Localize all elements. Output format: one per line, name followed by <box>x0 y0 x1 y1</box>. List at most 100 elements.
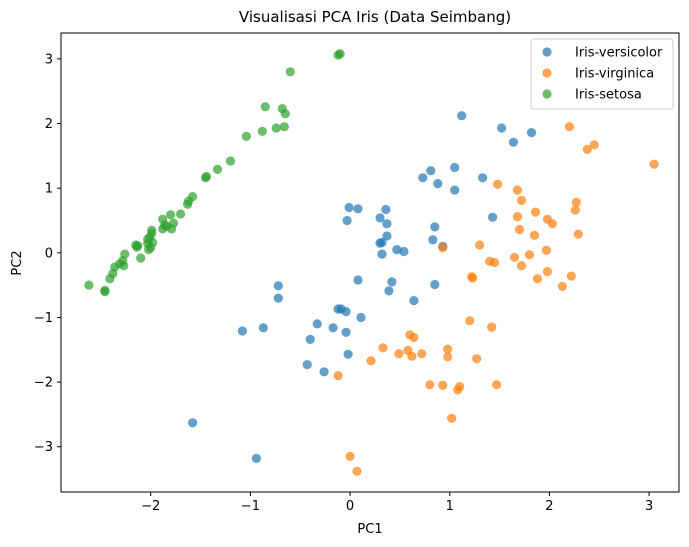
data-point <box>526 128 537 138</box>
data-point <box>399 246 409 257</box>
data-point <box>547 219 558 229</box>
data-point <box>516 195 527 205</box>
data-point <box>341 327 351 337</box>
data-point <box>571 197 581 207</box>
data-point <box>257 126 267 136</box>
data-point <box>649 159 659 169</box>
data-point <box>160 220 170 230</box>
data-point <box>319 367 329 377</box>
y-tick-label: 2 <box>45 117 53 132</box>
data-point <box>573 229 583 239</box>
data-point <box>280 109 290 119</box>
data-point <box>366 356 376 366</box>
data-point <box>532 274 543 284</box>
data-point <box>438 380 448 390</box>
legend-marker <box>542 47 552 57</box>
data-point <box>589 140 599 150</box>
data-point <box>302 360 312 370</box>
data-point <box>564 122 575 132</box>
data-point <box>450 162 460 173</box>
data-point <box>409 332 419 343</box>
data-point <box>516 261 527 271</box>
data-point <box>382 231 392 241</box>
data-point <box>453 385 463 395</box>
data-point <box>430 279 440 290</box>
data-point <box>136 253 146 263</box>
data-point <box>530 207 541 217</box>
plot-frame <box>60 32 680 493</box>
data-point <box>430 222 440 232</box>
points-layer <box>84 49 659 476</box>
data-point <box>200 173 211 183</box>
y-tick-label: 1 <box>45 182 53 197</box>
y-tick-label: −2 <box>34 376 53 391</box>
data-point <box>497 123 507 133</box>
data-point <box>251 453 261 463</box>
data-point <box>328 323 338 333</box>
data-point <box>119 261 129 271</box>
data-point <box>225 156 236 166</box>
data-point <box>488 212 498 222</box>
data-point <box>344 202 354 213</box>
data-point <box>305 334 315 344</box>
data-point <box>188 418 198 428</box>
data-point <box>443 344 453 354</box>
data-point <box>167 224 177 234</box>
data-point <box>468 273 478 283</box>
data-point <box>333 371 343 381</box>
y-tick-label: 3 <box>45 52 53 67</box>
x-tick-label: 2 <box>545 499 553 514</box>
x-tick-label: −2 <box>141 499 160 514</box>
chart-title: Visualisasi PCA Iris (Data Seimbang) <box>239 8 511 26</box>
legend-label: Iris-setosa <box>575 88 642 103</box>
data-point <box>425 380 435 390</box>
data-point <box>570 205 580 215</box>
data-point <box>514 224 525 235</box>
data-point <box>352 466 362 476</box>
data-point <box>84 280 94 290</box>
data-point <box>341 307 351 317</box>
data-point <box>443 352 453 362</box>
legend-items: Iris-versicolor Iris-virginica Iris-setosa <box>542 46 663 103</box>
data-point <box>493 179 503 189</box>
data-point <box>418 173 428 183</box>
data-point <box>176 209 186 219</box>
legend-label: Iris-versicolor <box>575 46 663 61</box>
data-point <box>542 267 553 277</box>
data-point <box>524 250 535 260</box>
data-point <box>465 316 475 326</box>
x-tick-label: 1 <box>446 499 454 514</box>
data-point <box>472 354 482 364</box>
data-point <box>333 304 343 314</box>
data-point <box>183 199 193 209</box>
x-tick-label: 3 <box>645 499 653 514</box>
data-point <box>342 215 352 226</box>
data-point <box>566 271 576 281</box>
x-tick-label: −1 <box>241 499 260 514</box>
data-point <box>273 293 283 303</box>
data-point <box>450 185 460 195</box>
data-point <box>375 213 385 223</box>
data-point <box>377 249 387 259</box>
data-point <box>582 144 592 154</box>
data-point <box>144 245 154 255</box>
ticks-layer: −2 −1 0 1 2 3 −3 −2 −1 0 1 2 3 <box>34 52 653 514</box>
data-point <box>490 257 500 268</box>
legend-frame <box>530 38 674 110</box>
data-point <box>237 326 247 336</box>
data-point <box>487 322 497 332</box>
data-point <box>492 380 502 390</box>
data-point <box>508 137 519 147</box>
y-axis-label: PC2 <box>10 250 25 275</box>
data-point <box>132 242 142 252</box>
data-point <box>382 219 392 229</box>
data-point <box>343 349 353 359</box>
data-point <box>541 245 552 255</box>
data-point <box>478 173 488 183</box>
data-point <box>512 212 523 222</box>
data-point <box>260 102 270 112</box>
data-point <box>258 323 268 333</box>
data-point <box>384 286 394 296</box>
data-point <box>381 204 391 215</box>
